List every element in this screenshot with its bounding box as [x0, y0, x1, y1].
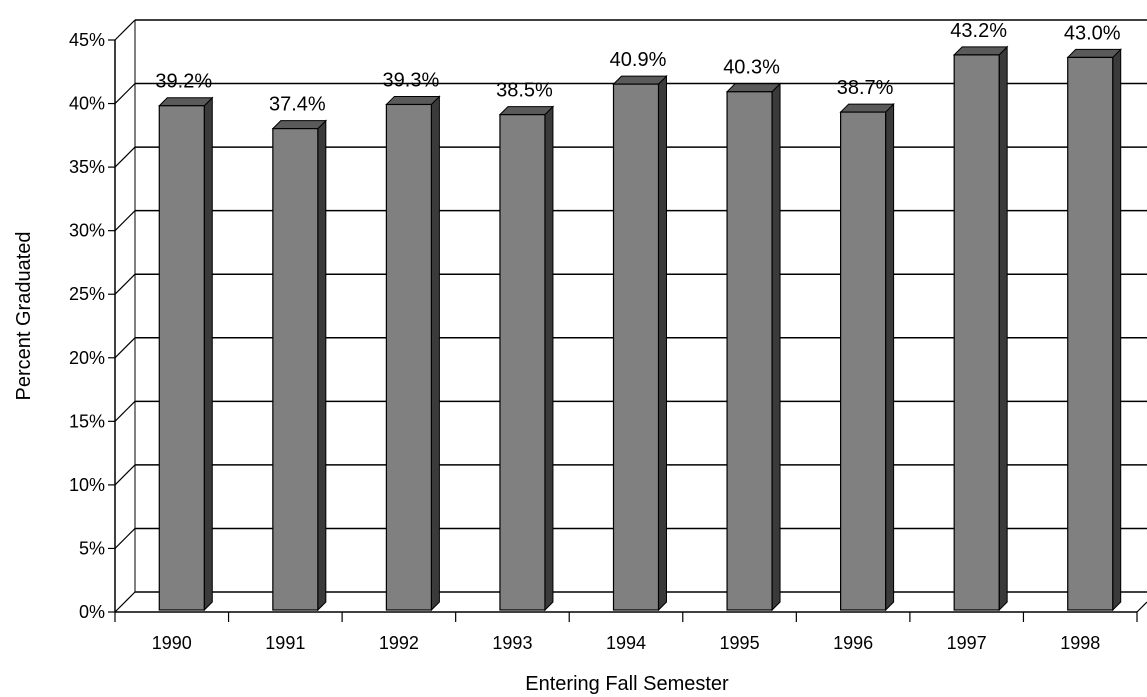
data-labels: 39.2% 37.4% 39.3% 38.5% 40.9% 40.3% 38.7% 43.2%… — [155, 20, 1120, 116]
bar — [725, 82, 782, 612]
bar-top — [1066, 48, 1122, 58]
y-tick-label: 10% — [69, 475, 105, 495]
floor-edge — [1136, 601, 1147, 613]
bar — [271, 119, 328, 612]
bar-top — [271, 120, 328, 130]
data-label: 40.3% — [723, 57, 780, 79]
bar-side — [430, 95, 440, 612]
bar-top — [725, 83, 782, 93]
data-label: 38.7% — [837, 77, 894, 99]
gridline-depth — [114, 528, 136, 549]
y-axis-ticks: 0% 5% 10% 15% 20% 25% 30% 35% 40% 45% — [69, 30, 115, 622]
data-label: 38.5% — [496, 80, 553, 102]
bar-front — [726, 91, 773, 611]
data-label: 43.0% — [1064, 22, 1121, 44]
bar — [1066, 48, 1122, 612]
bar-front — [272, 128, 319, 611]
bar-front — [158, 105, 205, 611]
gridline-depth — [114, 83, 136, 104]
bar — [952, 45, 1009, 612]
bar-top — [612, 75, 668, 85]
y-tick-label: 25% — [69, 284, 105, 304]
bar-front — [385, 103, 432, 611]
bar-side — [203, 96, 213, 612]
bars — [158, 45, 1122, 612]
bar-side — [317, 119, 327, 612]
x-tick-label: 1997 — [947, 633, 987, 653]
bar-top — [385, 95, 441, 105]
bar-side — [1112, 48, 1122, 612]
bar-side — [998, 45, 1008, 612]
y-tick-label: 20% — [69, 348, 105, 368]
bar-side — [544, 105, 554, 612]
data-label: 43.2% — [950, 20, 1007, 42]
x-axis-ticks: 1990 1991 1992 1993 1994 1995 1996 1997 1998 — [114, 612, 1138, 653]
data-label: 39.2% — [155, 71, 212, 93]
x-tick-label: 1998 — [1060, 633, 1100, 653]
data-label: 40.9% — [610, 49, 667, 71]
bar — [612, 74, 668, 612]
bar-top — [158, 97, 214, 107]
x-tick-label: 1993 — [492, 633, 532, 653]
x-tick-label: 1996 — [833, 633, 873, 653]
bar-side — [771, 82, 781, 612]
x-tick-label: 1992 — [379, 633, 419, 653]
gridline-depth — [114, 273, 136, 295]
bar — [158, 96, 214, 612]
axes — [114, 40, 1147, 613]
x-tick-label: 1994 — [606, 633, 646, 653]
y-tick-label: 30% — [69, 221, 105, 241]
bar-front — [1067, 56, 1114, 611]
bar-side — [885, 102, 895, 612]
y-tick-label: 45% — [69, 30, 105, 50]
y-tick-label: 15% — [69, 411, 105, 431]
gridline-depth — [114, 337, 136, 359]
bar — [385, 95, 441, 612]
gridline-depth — [114, 146, 136, 168]
x-tick-label: 1990 — [152, 633, 192, 653]
y-tick-label: 40% — [69, 94, 105, 114]
gridline-depth — [114, 210, 136, 232]
y-tick-label: 35% — [69, 157, 105, 177]
gridline-depth — [114, 591, 136, 613]
gridline-depth — [114, 19, 136, 41]
bar — [839, 102, 895, 612]
bar-top — [839, 103, 895, 113]
gridline-depth — [114, 400, 136, 422]
bar — [498, 105, 555, 612]
data-label: 39.3% — [383, 69, 440, 91]
bar-front — [953, 54, 1000, 611]
gridline-depth — [114, 464, 136, 486]
bar-front — [612, 83, 660, 611]
x-tick-label: 1995 — [720, 633, 760, 653]
bar-front — [499, 114, 546, 611]
bar-side — [658, 74, 667, 612]
x-tick-label: 1991 — [265, 633, 305, 653]
bar-top — [498, 106, 555, 116]
bar-top — [952, 46, 1009, 56]
y-axis-title: Percent Graduated — [13, 232, 35, 401]
x-axis-title: Entering Fall Semester — [525, 673, 729, 695]
y-tick-label: 0% — [79, 602, 105, 622]
data-label: 37.4% — [269, 94, 326, 116]
bar-front — [840, 111, 887, 611]
y-tick-label: 5% — [79, 538, 105, 558]
